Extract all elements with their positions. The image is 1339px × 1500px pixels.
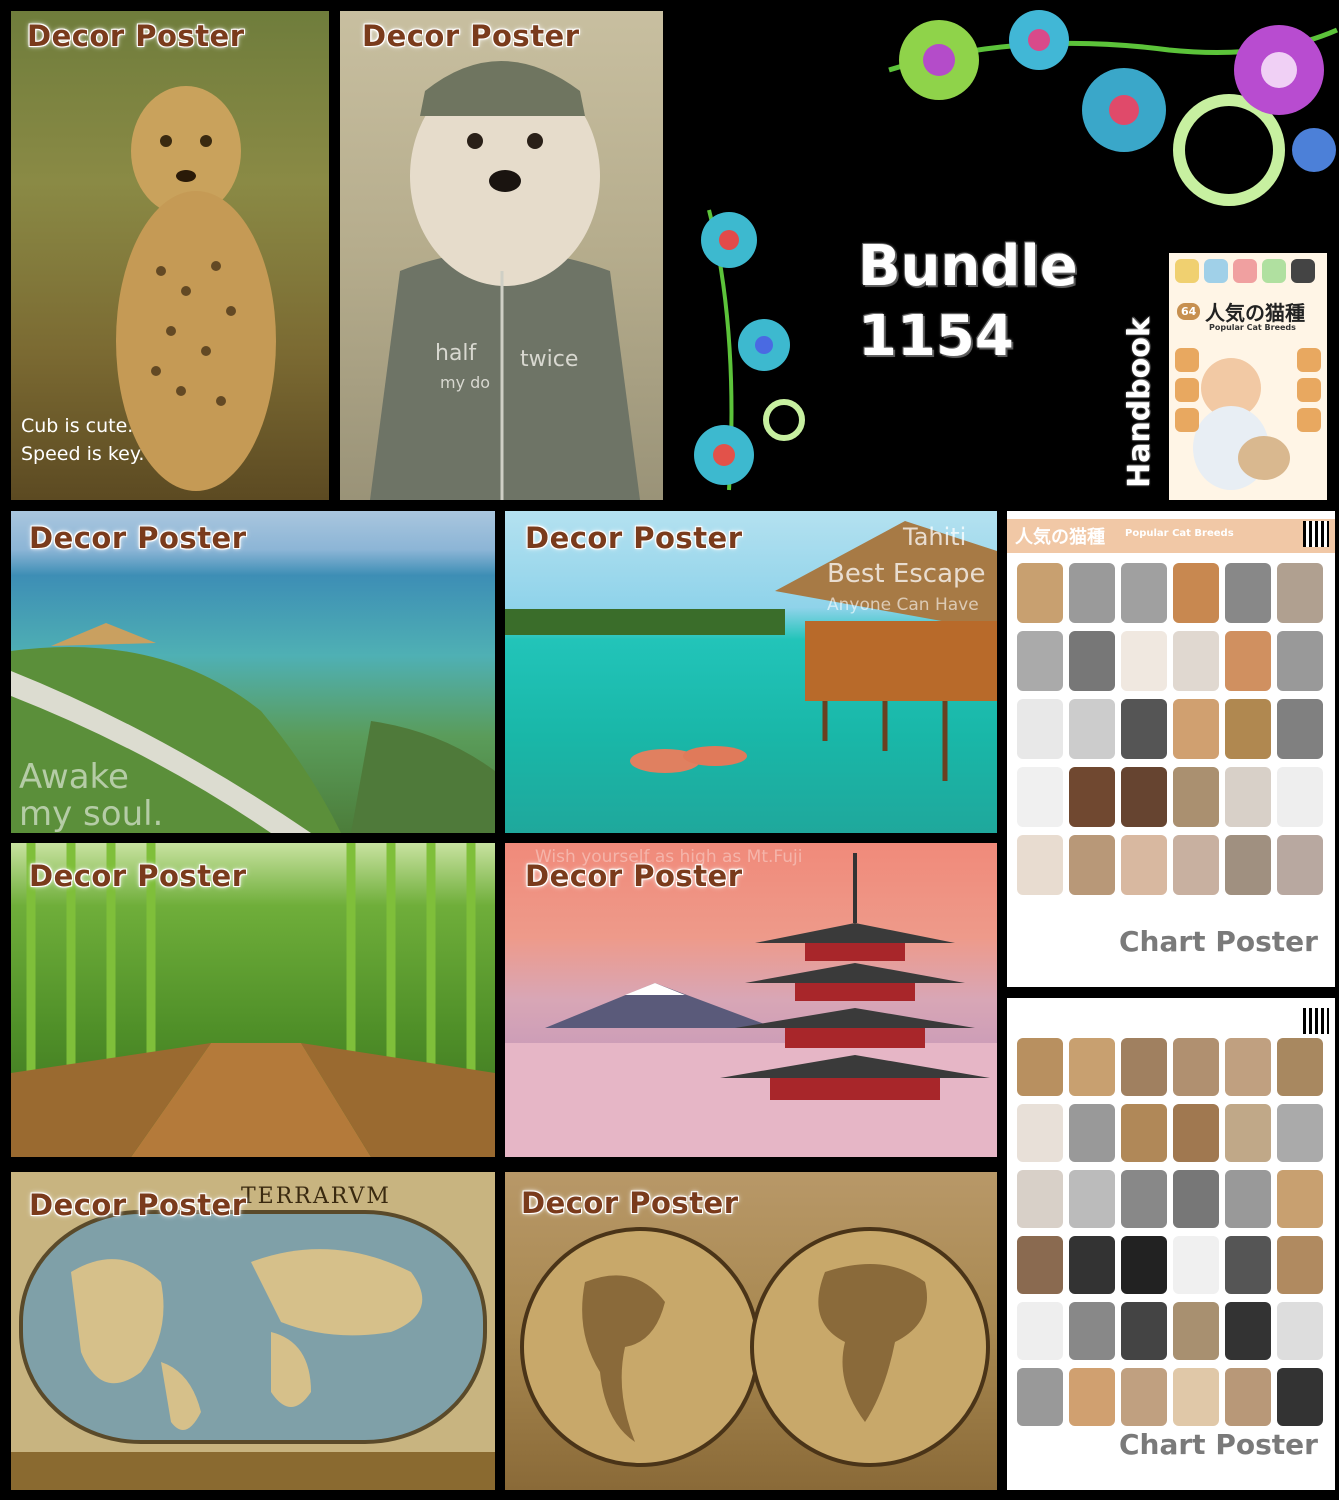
overwater-bungalow-illustration <box>505 521 997 781</box>
flower-decoration <box>694 10 1339 491</box>
chart1-title-jp: 人気の猫種 <box>1015 527 1105 548</box>
pagoda-fuji-illustration <box>505 853 997 1157</box>
poster-world-map-ortelius[interactable]: TERRARVM Decor Poster <box>11 1172 495 1490</box>
cheetah-illustration <box>116 86 276 491</box>
bundle-title-line1: Bundle <box>858 234 1078 299</box>
dog-illustration <box>370 61 640 500</box>
fuji-caption: Wish yourself as high as Mt.Fuji <box>535 847 803 867</box>
tahiti-caption-line2: Best Escape <box>827 559 986 589</box>
shirt-text-twice: twice <box>520 347 579 372</box>
cheetah-caption-line1: Cub is cute. <box>21 415 134 437</box>
decor-poster-label: Decor Poster <box>525 859 743 893</box>
chart-poster-label: Chart Poster <box>1119 925 1318 958</box>
handbook-title-jp: 人気の猫種 <box>1205 301 1305 325</box>
chart-poster-breeds-2[interactable]: Chart Poster <box>1007 998 1335 1490</box>
decor-poster-label: Decor Poster <box>29 1188 247 1222</box>
chart1-cat-grid <box>1017 563 1323 895</box>
decor-poster-label: Decor Poster <box>29 521 247 555</box>
decor-poster-label: Decor Poster <box>29 859 247 893</box>
decor-poster-label: Decor Poster <box>525 521 743 555</box>
handbook-cat-grid <box>1175 259 1315 283</box>
chart-poster-breeds-1[interactable]: 人気の猫種 Popular Cat Breeds Chart Poster <box>1007 511 1335 987</box>
shirt-text-half: half <box>435 341 477 366</box>
chart1-header-bar <box>1007 519 1335 553</box>
coast-caption-line1: Awake <box>19 757 129 797</box>
poster-dog[interactable]: Decor Poster half twice my do <box>340 11 663 500</box>
coast-caption-line2: my soul. <box>19 794 164 833</box>
poster-coast[interactable]: Decor Poster Awake my soul. <box>11 511 495 833</box>
chart2-cat-grid <box>1017 1038 1323 1426</box>
world-map-illustration <box>11 1210 495 1490</box>
poster-world-map-hemispheres[interactable]: Decor Poster <box>505 1172 997 1490</box>
bundle-title: Bundle 1154 <box>858 232 1078 372</box>
tahiti-caption-line3: Anyone Can Have <box>827 595 979 615</box>
shirt-text-my-do: my do <box>440 373 491 392</box>
chart1-title-en: Popular Cat Breeds <box>1125 528 1234 539</box>
map-banner-text: TERRARVM <box>241 1184 391 1209</box>
poster-tahiti[interactable]: Decor Poster Tahiti Best Escape Anyone C… <box>505 511 997 833</box>
chart-poster-label: Chart Poster <box>1119 1428 1318 1461</box>
poster-cheetah[interactable]: Decor Poster Cub is cute. Speed is key. <box>11 11 329 500</box>
handbook-side-label: Handbook <box>1122 317 1157 488</box>
qr-code-icon <box>1303 1008 1329 1034</box>
decor-poster-label: Decor Poster <box>362 19 580 53</box>
cheetah-caption-line2: Speed is key. <box>21 443 145 465</box>
baby-and-kitten-photo <box>1175 348 1321 490</box>
tahiti-caption-line1: Tahiti <box>903 523 967 551</box>
decor-poster-label: Decor Poster <box>27 19 245 53</box>
hemispheres-map-illustration <box>520 1227 990 1467</box>
bundle-number: 1154 <box>858 304 1014 369</box>
handbook-cover[interactable]: 64 人気の猫種 Popular Cat Breeds <box>1169 253 1327 500</box>
handbook-badge: 64 <box>1177 303 1201 320</box>
handbook-title-en: Popular Cat Breeds <box>1209 323 1296 332</box>
coast-illustration <box>11 623 495 833</box>
bamboo-path-illustration <box>11 843 495 1157</box>
qr-code-icon <box>1303 521 1329 547</box>
poster-fuji[interactable]: Decor Poster Wish yourself as high as Mt… <box>505 843 997 1157</box>
poster-bamboo[interactable]: Decor Poster <box>11 843 495 1157</box>
decor-poster-label: Decor Poster <box>521 1186 739 1220</box>
